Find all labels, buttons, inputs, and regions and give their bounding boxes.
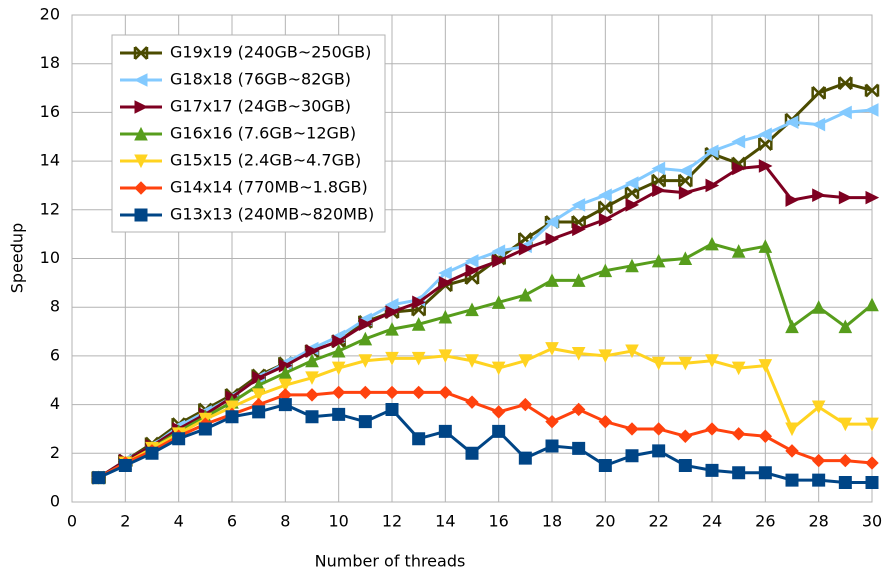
y-tick-label: 16 (40, 102, 60, 121)
x-tick-label: 22 (648, 512, 668, 531)
marker (759, 467, 771, 479)
marker (733, 136, 745, 148)
y-tick-label: 20 (40, 5, 60, 24)
marker (839, 192, 851, 204)
marker (626, 199, 638, 211)
x-tick-label: 30 (862, 512, 882, 531)
x-tick-label: 0 (67, 512, 77, 531)
marker (733, 428, 745, 440)
marker (93, 472, 105, 484)
marker (493, 425, 505, 437)
y-tick-label: 4 (50, 394, 60, 413)
marker (679, 430, 691, 442)
x-tick-label: 16 (488, 512, 508, 531)
marker (679, 459, 691, 471)
marker (253, 406, 265, 418)
marker (839, 477, 851, 489)
marker (466, 396, 478, 408)
x-tick-label: 18 (542, 512, 562, 531)
marker (866, 477, 878, 489)
marker (439, 386, 451, 398)
marker (813, 455, 825, 467)
marker (173, 433, 185, 445)
x-tick-label: 8 (280, 512, 290, 531)
marker (333, 386, 345, 398)
marker (599, 459, 611, 471)
marker (359, 386, 371, 398)
y-axis-label: Speedup (8, 223, 27, 293)
y-tick-label: 12 (40, 199, 60, 218)
marker (199, 423, 211, 435)
marker (786, 474, 798, 486)
legend-label: G19x19 (240GB~250GB) (170, 43, 371, 62)
x-tick-label: 26 (755, 512, 775, 531)
x-tick-label: 24 (702, 512, 722, 531)
marker (546, 440, 558, 452)
marker (306, 389, 318, 401)
y-tick-label: 0 (50, 492, 60, 511)
marker (786, 194, 798, 206)
y-tick-label: 2 (50, 443, 60, 462)
marker (599, 416, 611, 428)
marker (359, 416, 371, 428)
marker (813, 474, 825, 486)
marker (466, 447, 478, 459)
marker (279, 399, 291, 411)
x-tick-label: 20 (595, 512, 615, 531)
y-tick-label: 18 (40, 53, 60, 72)
marker (573, 403, 585, 415)
legend-label: G15x15 (2.4GB~4.7GB) (170, 151, 361, 170)
marker (333, 408, 345, 420)
x-tick-label: 12 (382, 512, 402, 531)
marker (386, 403, 398, 415)
marker (493, 406, 505, 418)
legend-label: G13x13 (240MB~820MB) (170, 205, 374, 224)
marker (306, 411, 318, 423)
x-tick-label: 6 (227, 512, 237, 531)
marker (119, 459, 131, 471)
marker (653, 445, 665, 457)
legend-label: G18x18 (76GB~82GB) (170, 70, 351, 89)
y-tick-label: 10 (40, 248, 60, 267)
marker (146, 447, 158, 459)
marker (866, 299, 878, 311)
marker (866, 457, 878, 469)
marker (786, 423, 798, 435)
marker (706, 464, 718, 476)
marker (733, 467, 745, 479)
x-tick-label: 2 (120, 512, 130, 531)
y-tick-label: 14 (40, 151, 60, 170)
marker (519, 452, 531, 464)
marker (413, 433, 425, 445)
marker (226, 411, 238, 423)
page: {"chart_data": {"type": "line", "x_label… (0, 0, 885, 569)
legend-label: G16x16 (7.6GB~12GB) (170, 124, 356, 143)
x-tick-label: 10 (328, 512, 348, 531)
marker (413, 386, 425, 398)
marker (706, 423, 718, 435)
legend-label: G17x17 (24GB~30GB) (170, 97, 351, 116)
y-tick-label: 6 (50, 345, 60, 364)
legend-marker (135, 209, 147, 221)
x-tick-label: 28 (808, 512, 828, 531)
marker (679, 187, 691, 199)
marker (839, 455, 851, 467)
legend-label: G14x14 (770MB~1.8GB) (170, 178, 368, 197)
marker (573, 442, 585, 454)
marker (653, 423, 665, 435)
marker (839, 106, 851, 118)
marker (386, 386, 398, 398)
marker (786, 445, 798, 457)
x-tick-label: 14 (435, 512, 455, 531)
marker (626, 450, 638, 462)
marker (626, 423, 638, 435)
x-tick-label: 4 (174, 512, 184, 531)
y-tick-label: 8 (50, 297, 60, 316)
x-axis-label: Number of threads (315, 552, 466, 570)
marker (439, 425, 451, 437)
marker (759, 430, 771, 442)
chart: Number of threads Speedup 02468101214161… (0, 0, 885, 569)
